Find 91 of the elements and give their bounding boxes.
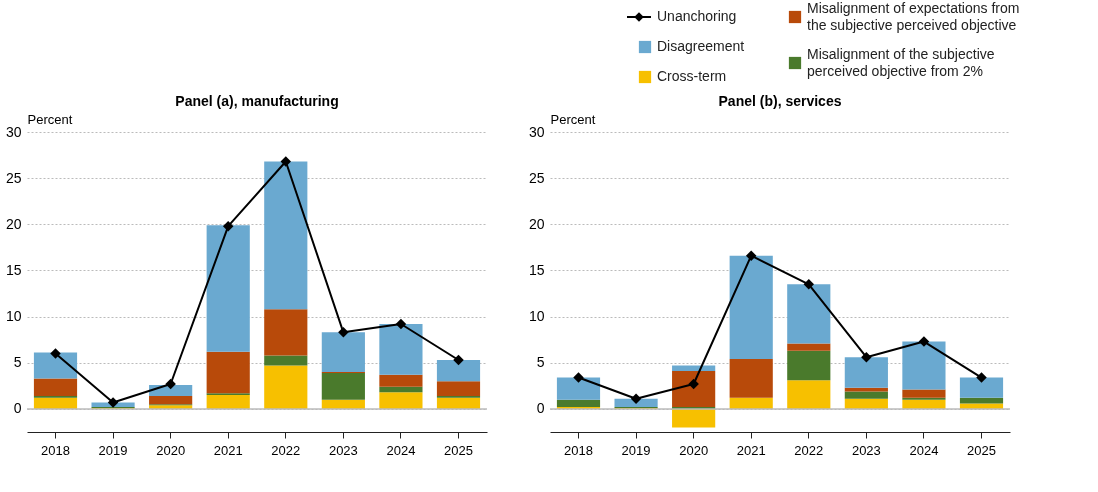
y-tick-label: 25 — [528, 169, 545, 186]
bar — [149, 396, 193, 405]
y-tick-label: 30 — [528, 123, 545, 140]
bar — [379, 324, 423, 375]
y-tick-label: 30 — [5, 123, 22, 140]
legend-label: Cross-term — [657, 68, 727, 84]
x-tick-label: 2018 — [564, 442, 593, 458]
y-tick-label: 10 — [5, 308, 22, 325]
y-tick-label: 10 — [528, 308, 545, 325]
x-tick-label: 2019 — [621, 442, 651, 458]
bar — [902, 341, 946, 390]
point — [222, 220, 234, 232]
bar — [321, 332, 365, 372]
point — [918, 336, 930, 347]
bar — [729, 359, 773, 398]
y-tick-label: 5 — [13, 354, 22, 371]
x-tick-label: 2021 — [213, 442, 243, 458]
legend-label: Disagreement — [657, 38, 745, 54]
bar — [959, 377, 1004, 398]
y-axis-title: Percent — [27, 111, 73, 127]
bar — [379, 392, 423, 409]
x-tick-label: 2021 — [736, 442, 766, 458]
x-tick-label: 2018 — [41, 442, 70, 458]
bar — [787, 343, 831, 351]
y-axis-title: Percent — [550, 111, 596, 127]
point — [280, 156, 292, 167]
bar — [436, 397, 481, 409]
y-tick-label: 5 — [536, 354, 545, 371]
bar — [902, 389, 946, 398]
chart-title: Panel (b), services — [718, 93, 842, 109]
bar — [264, 161, 308, 310]
bar — [844, 357, 888, 388]
y-tick-label: 0 — [536, 400, 545, 417]
y-tick-label: 20 — [5, 215, 22, 232]
y-tick-label: 15 — [528, 261, 545, 278]
bar — [264, 309, 308, 356]
bar — [729, 255, 773, 360]
bar — [206, 351, 250, 394]
x-tick-label: 2023 — [328, 442, 358, 458]
point — [745, 250, 757, 261]
legend-label: Misalignment of expectations from the subjective perceived objective — [807, 0, 1020, 33]
point — [861, 351, 872, 363]
bar — [787, 284, 831, 344]
bar — [672, 408, 716, 428]
y-tick-label: 0 — [13, 400, 22, 417]
y-tick-label: 25 — [5, 169, 22, 186]
bar — [33, 378, 78, 396]
bar — [556, 399, 601, 408]
x-tick-label: 2022 — [271, 442, 301, 458]
bar — [321, 372, 365, 400]
bar — [264, 365, 308, 409]
x-tick-label: 2024 — [386, 442, 416, 458]
x-tick-label: 2024 — [909, 442, 939, 458]
point — [803, 279, 815, 290]
point — [976, 372, 987, 383]
x-tick-label: 2023 — [851, 442, 881, 458]
x-tick-label: 2025 — [967, 442, 996, 458]
point — [630, 393, 642, 405]
point — [107, 397, 119, 408]
y-tick-label: 20 — [528, 215, 545, 232]
x-tick-label: 2019 — [98, 442, 128, 458]
point — [395, 318, 407, 330]
bar — [787, 350, 831, 381]
bar — [206, 225, 250, 352]
bar — [206, 395, 250, 409]
bar — [379, 374, 423, 387]
bar — [33, 397, 78, 409]
y-tick-label: 15 — [5, 261, 22, 278]
bar — [729, 397, 773, 409]
point — [453, 354, 464, 366]
x-tick-label: 2025 — [444, 442, 473, 458]
x-tick-label: 2020 — [679, 442, 709, 458]
point — [573, 372, 584, 383]
bar — [787, 380, 831, 409]
bar — [379, 386, 423, 393]
bar — [959, 397, 1004, 404]
bar — [264, 355, 308, 366]
legend-label: Misalignment of the subjective perceived objective from 2% — [807, 46, 995, 79]
bar — [614, 398, 658, 408]
point — [165, 378, 176, 390]
bar — [436, 381, 481, 396]
point — [338, 327, 349, 338]
x-tick-label: 2022 — [794, 442, 824, 458]
legend-label: Unanchoring — [657, 8, 737, 24]
point — [50, 348, 61, 359]
bar — [556, 377, 601, 400]
bar — [672, 371, 716, 408]
bar — [436, 360, 481, 382]
chart-title: Panel (a), manufacturing — [175, 93, 339, 109]
bar — [844, 391, 888, 399]
x-tick-label: 2020 — [156, 442, 186, 458]
